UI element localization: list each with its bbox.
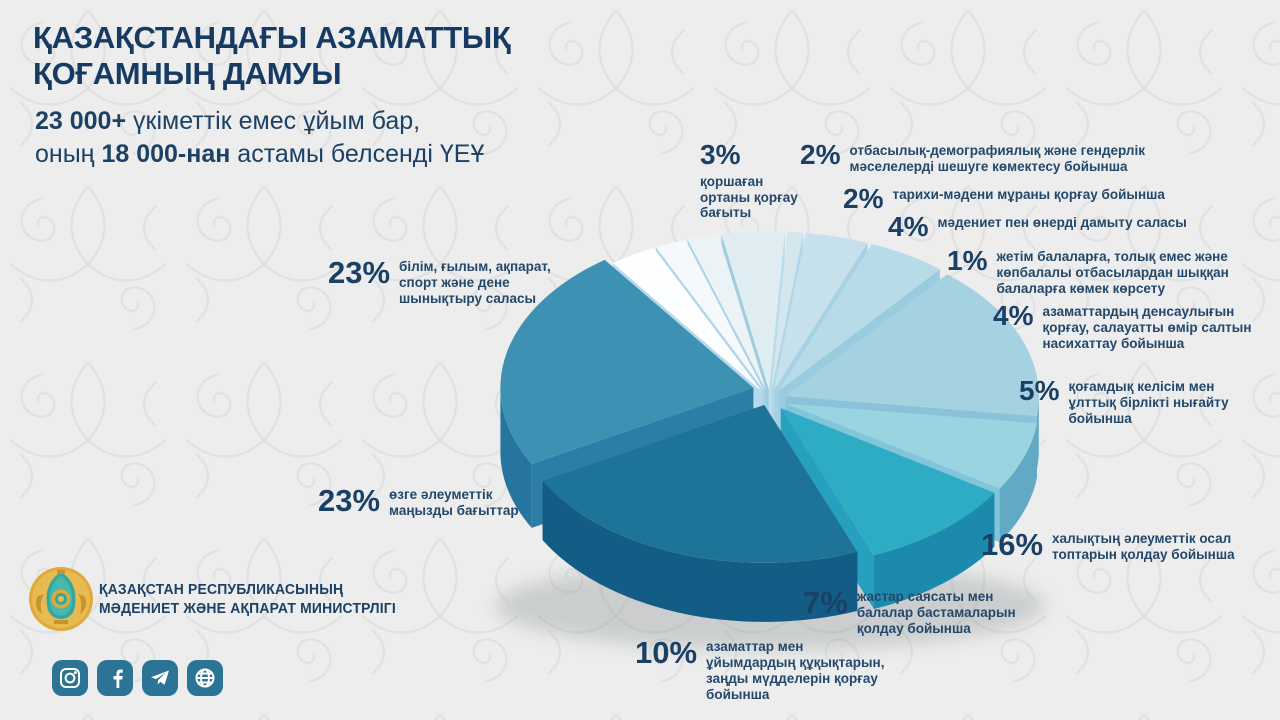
page-subtitle: 23 000+ үкіметтік емес ұйым бар, оның 18…	[35, 105, 484, 170]
pie-chart-3d	[495, 231, 1045, 650]
telegram-icon	[151, 670, 169, 685]
label-text: жастар саясаты мен балалар бастамаларын …	[856, 589, 1016, 636]
pie-label-orphans: 1% жетім балаларға, толық емес және көпб…	[947, 245, 1277, 297]
label-text: халықтың әлеуметтік осал топтарын қолдау…	[1052, 531, 1235, 562]
label-text: жетім балаларға, толық емес және көпбала…	[996, 249, 1229, 296]
website-button[interactable]	[187, 660, 223, 696]
pie-label-heritage: 2% тарихи-мәдени мұраны қорғау бойынша	[843, 183, 1203, 214]
kazakhstan-emblem-icon	[29, 567, 93, 631]
label-text: мәдениет пен өнерді дамыту саласы	[937, 215, 1187, 230]
instagram-icon	[60, 668, 80, 688]
globe-icon	[195, 668, 215, 688]
ministry-name: ҚАЗАҚСТАН РЕСПУБЛИКАСЫНЫҢ МӘДЕНИЕТ ЖӘНЕ …	[99, 582, 396, 618]
telegram-button[interactable]	[142, 660, 178, 696]
facebook-button[interactable]	[97, 660, 133, 696]
percentage-value: 7%	[803, 585, 848, 620]
pie-label-rights-protection: 10% азаматтар мен ұйымдардың құқықтарын,…	[635, 635, 935, 703]
percentage-value: 4%	[888, 211, 929, 242]
pie-label-vulnerable-groups: 16% халықтың әлеуметтік осал топтарын қо…	[981, 527, 1271, 563]
percentage-value: 23%	[328, 255, 391, 290]
label-text: азаматтардың денсаулығын қорғау, салауат…	[1042, 304, 1252, 351]
pie-label-other-social: 23% өзге әлеуметтік маңызды бағыттар	[318, 483, 568, 519]
label-text: отбасылық-демографиялық және гендерлік м…	[849, 143, 1146, 174]
percentage-value: 4%	[993, 300, 1034, 331]
pie-label-environment: 3% қоршаған ортаны қорғау бағыты	[700, 139, 820, 221]
percentage-value: 23%	[318, 483, 381, 518]
label-text: қоғамдық келісім мен ұлттық бірлікті нығ…	[1068, 379, 1229, 426]
subtitle-line-1: 23 000+ үкіметтік емес ұйым бар,	[35, 107, 421, 135]
percentage-value: 16%	[981, 527, 1044, 562]
instagram-button[interactable]	[52, 660, 88, 696]
page-title: ҚАЗАҚСТАНДАҒЫ АЗАМАТТЫҚ ҚОҒАМНЫҢ ДАМУЫ	[33, 20, 511, 91]
percentage-value: 5%	[1019, 375, 1060, 406]
pie-label-social-accord: 5% қоғамдық келісім мен ұлттық бірлікті …	[1019, 375, 1269, 427]
pie-label-education-science: 23% білім, ғылым, ақпарат, спорт және де…	[328, 255, 578, 307]
pie-label-youth-policy: 7% жастар саясаты мен балалар бастамалар…	[803, 585, 1083, 637]
percentage-value: 1%	[947, 245, 988, 276]
percentage-value: 2%	[843, 183, 884, 214]
pie-label-family-gender: 2% отбасылық-демографиялық және гендерлі…	[800, 139, 1200, 175]
facebook-icon	[113, 669, 123, 688]
label-text: тарихи-мәдени мұраны қорғау бойынша	[892, 187, 1165, 202]
label-text: қоршаған ортаны қорғау бағыты	[700, 173, 798, 221]
percentage-value: 3%	[700, 139, 741, 170]
pie-label-health: 4% азаматтардың денсаулығын қорғау, сала…	[993, 300, 1278, 352]
label-text: азаматтар мен ұйымдардың құқықтарын, заң…	[706, 639, 885, 702]
pie-label-culture-art: 4% мәдениет пен өнерді дамыту саласы	[888, 211, 1228, 242]
percentage-value: 2%	[800, 139, 841, 170]
percentage-value: 10%	[635, 635, 698, 670]
subtitle-line-2: оның 18 000-нан астамы белсенді ҮЕҰ	[35, 139, 485, 168]
label-text: өзге әлеуметтік маңызды бағыттар	[389, 487, 519, 518]
social-links	[52, 660, 223, 696]
label-text: білім, ғылым, ақпарат, спорт және дене ш…	[399, 259, 551, 306]
